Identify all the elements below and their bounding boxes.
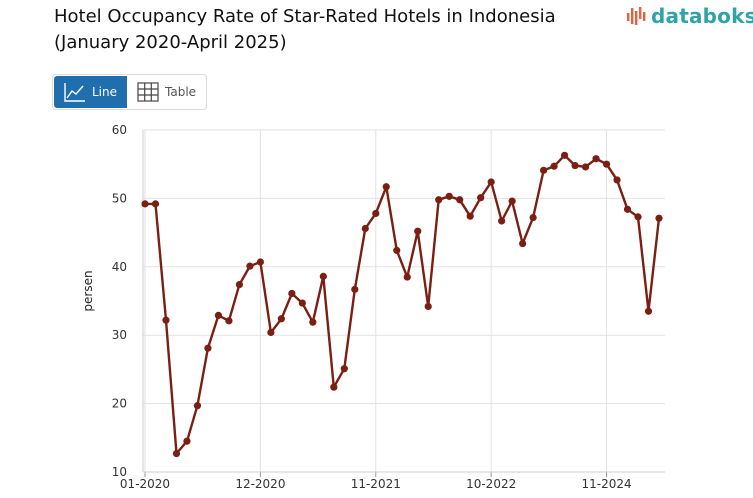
y-tick-label: 40 [112,260,127,274]
y-axis: 10 20 30 40 50 60 [112,123,144,479]
data-point [623,205,632,213]
chart-subtitle: (January 2020-April 2025) [54,32,287,53]
data-point [529,213,537,222]
series-line [145,154,661,455]
data-point [540,166,548,174]
data-point [414,227,422,235]
data-point [267,328,275,337]
data-point [477,194,485,202]
data-point [256,258,264,266]
x-tick-label: 11-2021 [351,477,401,491]
data-point [162,316,170,324]
data-point [456,196,464,204]
occupancy-series [141,151,663,458]
data-point [550,162,558,170]
data-point [225,317,233,325]
line-chart-icon [64,83,85,102]
y-tick-label: 60 [112,123,127,137]
databoks-logo-text: databoks [651,4,753,28]
y-tick-label: 10 [112,465,127,479]
table-view-label: Table [165,85,197,99]
table-view-button[interactable]: Table [127,75,206,109]
data-point [361,224,369,233]
data-point [655,214,663,222]
data-point [445,192,453,200]
data-point [519,239,527,248]
data-point [602,160,611,168]
data-point [613,176,621,184]
x-tick-label: 11-2024 [581,477,631,491]
data-point [644,307,653,315]
data-point [141,200,149,208]
data-point [204,344,212,352]
data-point [372,209,380,218]
data-point [309,318,317,326]
data-point [172,449,181,458]
data-point [235,280,244,289]
data-point [634,213,642,221]
data-point [151,200,160,208]
x-tick-label: 10-2022 [466,477,516,491]
data-point [382,183,390,191]
data-point [298,299,306,307]
databoks-logo[interactable]: databoks [626,4,753,28]
data-point [487,178,495,186]
chart-grid [143,129,665,473]
data-point [466,212,474,220]
databoks-logo-icon [627,7,646,25]
data-point [560,151,569,159]
data-point [592,155,600,163]
data-point [424,302,432,311]
data-point [393,246,401,254]
data-point [246,262,254,270]
y-axis-title: persen [81,270,95,311]
data-point [330,383,338,391]
y-tick-label: 30 [112,328,127,342]
data-point [193,402,202,410]
data-point [403,273,411,281]
data-point [319,272,327,280]
table-grid-icon [137,82,159,102]
view-toggle: Line Table [52,74,208,110]
data-point [581,163,590,171]
data-point [498,217,506,225]
data-point [435,196,443,204]
data-point [351,285,359,293]
data-point [340,365,348,373]
data-point [214,311,223,319]
y-tick-label: 50 [112,191,127,205]
x-tick-label: 01-2020 [120,477,170,491]
data-point [288,289,296,298]
data-point [277,315,285,323]
chart-title-block: Hotel Occupancy Rate of Star-Rated Hotel… [54,4,614,56]
data-point [183,437,191,445]
data-point [508,197,516,205]
line-view-button[interactable]: Line [54,76,128,108]
line-view-label: Line [92,85,118,99]
occupancy-line-chart: 10 20 30 40 50 60 01-2020 12-2020 11-2021 10-202… [81,123,665,491]
y-tick-label: 20 [112,397,127,411]
x-axis: 01-2020 12-2020 11-2021 10-2022 11-2024 [120,471,665,491]
chart-title: Hotel Occupancy Rate of Star-Rated Hotel… [54,6,556,27]
x-tick-label: 12-2020 [235,477,285,491]
data-point [571,161,579,170]
